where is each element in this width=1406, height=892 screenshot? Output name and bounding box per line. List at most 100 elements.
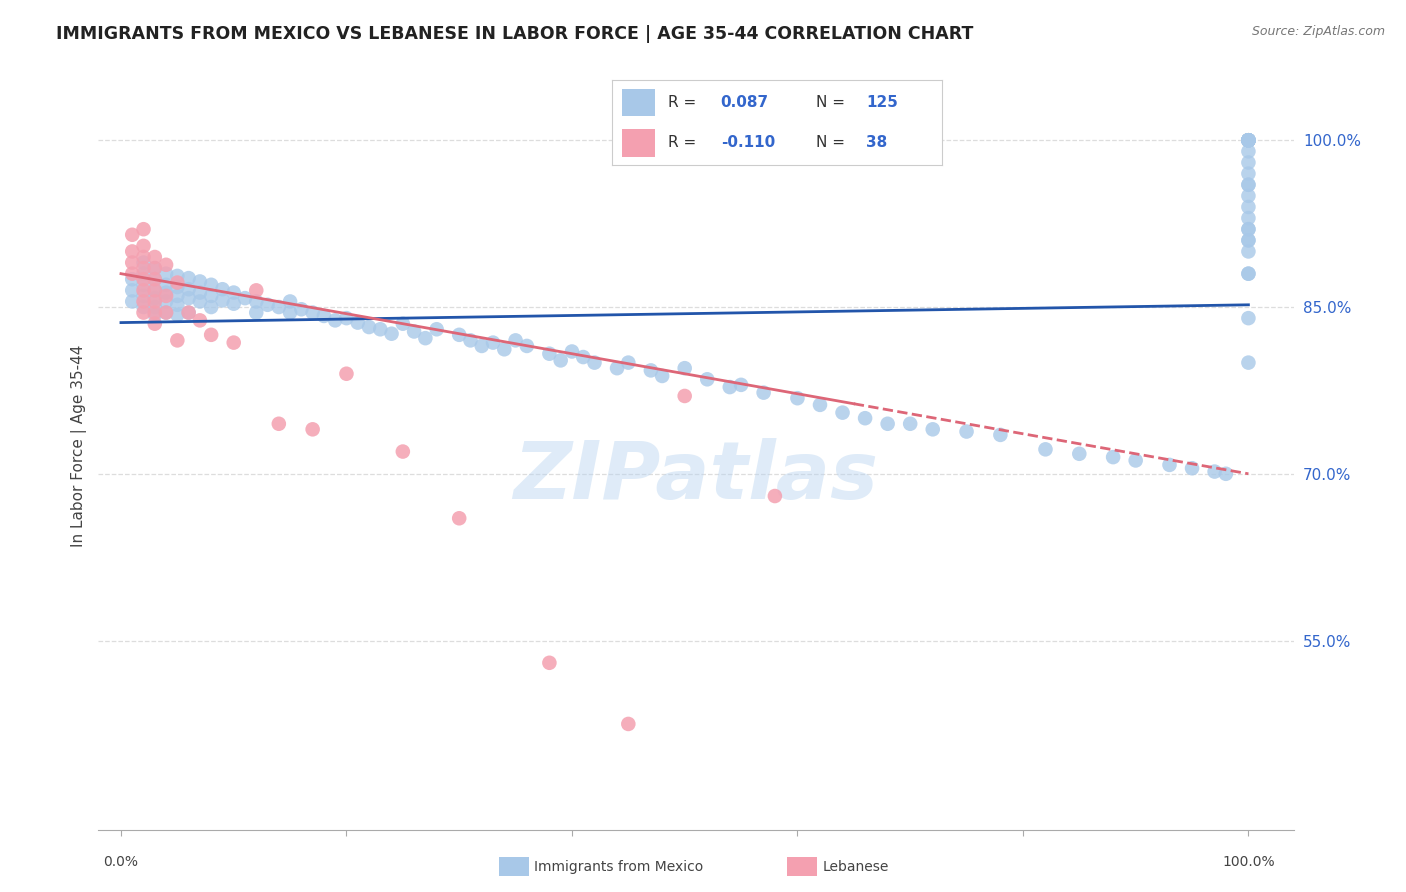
Point: [155, 267, 177, 281]
Point: [211, 282, 233, 296]
Point: [121, 227, 143, 242]
Point: [505, 334, 527, 348]
Point: [166, 268, 188, 283]
Point: [335, 367, 357, 381]
Point: [256, 298, 278, 312]
Point: [368, 322, 391, 336]
Point: [1237, 133, 1260, 147]
Point: [730, 377, 752, 392]
Point: [346, 316, 368, 330]
Point: [1237, 233, 1260, 247]
Point: [143, 291, 166, 305]
Text: Immigrants from Mexico: Immigrants from Mexico: [534, 860, 703, 874]
Point: [1237, 133, 1260, 147]
Text: N =: N =: [817, 95, 851, 110]
Point: [143, 272, 166, 286]
Point: [132, 255, 155, 269]
Point: [786, 391, 808, 405]
Point: [132, 267, 155, 281]
Point: [1237, 133, 1260, 147]
Point: [155, 289, 177, 303]
Text: 0.0%: 0.0%: [104, 855, 138, 869]
Point: [188, 313, 211, 327]
Point: [606, 361, 628, 376]
Y-axis label: In Labor Force | Age 35-44: In Labor Force | Age 35-44: [72, 345, 87, 547]
Point: [955, 425, 977, 439]
Point: [696, 372, 718, 386]
Point: [1237, 222, 1260, 236]
Point: [673, 361, 696, 376]
Point: [267, 417, 290, 431]
Point: [200, 289, 222, 303]
Point: [404, 325, 426, 339]
Point: [1237, 267, 1260, 281]
Point: [1237, 167, 1260, 181]
Point: [449, 511, 471, 525]
Point: [1159, 458, 1181, 472]
Text: R =: R =: [668, 95, 702, 110]
Point: [1237, 133, 1260, 147]
Point: [1237, 133, 1260, 147]
Point: [155, 305, 177, 319]
Point: [233, 291, 256, 305]
Point: [853, 411, 876, 425]
FancyBboxPatch shape: [621, 129, 655, 157]
Text: ZIPatlas: ZIPatlas: [513, 438, 879, 516]
Point: [222, 296, 245, 310]
Point: [380, 326, 402, 341]
Point: [460, 334, 482, 348]
Point: [121, 267, 143, 281]
Point: [121, 244, 143, 259]
Point: [876, 417, 898, 431]
Point: [640, 363, 662, 377]
Point: [132, 239, 155, 253]
Point: [132, 305, 155, 319]
Point: [808, 398, 831, 412]
Point: [1237, 211, 1260, 225]
Point: [471, 339, 494, 353]
Point: [155, 277, 177, 292]
Point: [1237, 133, 1260, 147]
Point: [132, 300, 155, 314]
Point: [166, 280, 188, 294]
Point: [155, 305, 177, 319]
Point: [143, 284, 166, 298]
Point: [301, 422, 323, 436]
Point: [143, 308, 166, 322]
Point: [290, 302, 312, 317]
Point: [1237, 222, 1260, 236]
Point: [1237, 189, 1260, 203]
Point: [143, 250, 166, 264]
Point: [1237, 244, 1260, 259]
Point: [617, 356, 640, 370]
Point: [245, 305, 267, 319]
Point: [550, 353, 572, 368]
Point: [312, 309, 335, 323]
Point: [1237, 178, 1260, 192]
Point: [1215, 467, 1237, 481]
Point: [572, 350, 595, 364]
FancyBboxPatch shape: [621, 89, 655, 116]
Point: [1237, 200, 1260, 214]
Point: [278, 305, 301, 319]
Point: [278, 294, 301, 309]
Point: [200, 300, 222, 314]
Point: [143, 305, 166, 319]
Text: 38: 38: [866, 136, 887, 151]
Point: [990, 428, 1012, 442]
Point: [898, 417, 921, 431]
Point: [1237, 133, 1260, 147]
Point: [831, 406, 853, 420]
Text: 0.087: 0.087: [721, 95, 769, 110]
Point: [222, 335, 245, 350]
Point: [155, 285, 177, 300]
Point: [1102, 450, 1125, 464]
Text: Source: ZipAtlas.com: Source: ZipAtlas.com: [1251, 25, 1385, 38]
Point: [1125, 453, 1147, 467]
Point: [1181, 461, 1204, 475]
Point: [494, 343, 516, 357]
Point: [132, 289, 155, 303]
Point: [538, 347, 561, 361]
Point: [1237, 145, 1260, 159]
Point: [121, 255, 143, 269]
